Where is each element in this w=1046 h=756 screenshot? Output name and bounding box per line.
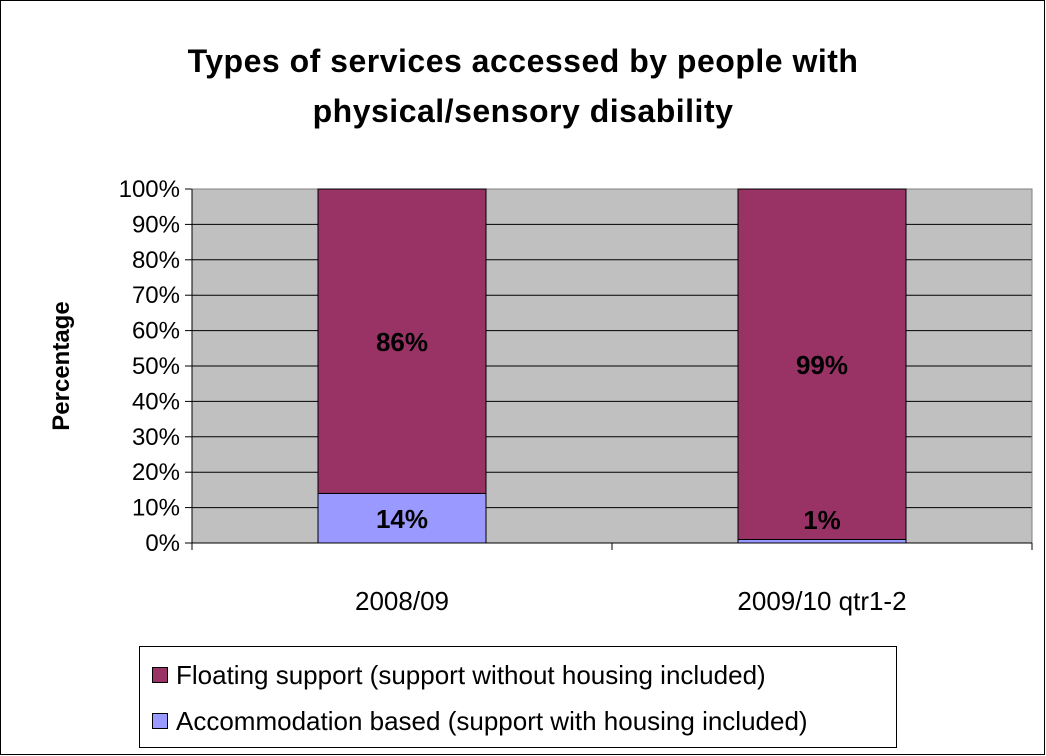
y-tick-label: 30% [132,424,180,451]
legend-swatch-floating-support [152,667,168,683]
bar-segment [317,188,487,494]
y-tick-label: 0% [145,530,180,557]
y-tick-label: 100% [119,176,180,203]
y-tick-label: 60% [132,318,180,345]
legend-swatch-accommodation-based [152,713,168,729]
y-tick-label: 80% [132,247,180,274]
chart-title-line-1: Types of services accessed by people wit… [187,43,859,79]
data-label: 14% [376,504,428,534]
legend-label-floating-support: Floating support (support without housin… [176,659,766,690]
y-tick-label: 50% [132,353,180,380]
data-label: 86% [376,327,428,357]
y-tick-label: 20% [132,459,180,486]
legend: Floating support (support without housin… [139,646,897,748]
legend-label-accommodation-based: Accommodation based (support with housin… [176,705,808,736]
y-tick-label: 40% [132,388,180,415]
x-category-label: 2009/10 qtr1-2 [737,586,906,616]
data-label: 99% [796,350,848,380]
bar-segment [317,492,487,544]
x-category-label: 2008/09 [355,586,449,616]
bar-segment [737,538,907,544]
legend-item-accommodation-based: Accommodation based (support with housin… [152,703,808,739]
y-tick-label: 70% [132,282,180,309]
y-tick-label: 90% [132,211,180,238]
data-label: 1% [803,505,841,535]
bar-chart: 0% 10% 20% 30% 40% 50% 60% 70% 80% 90% 100% 14% 86% 2… [119,176,1033,616]
chart-title: Types of services accessed by people wit… [0,36,1046,136]
chart-title-line-2: physical/sensory disability [312,93,734,129]
bar-segment [737,188,907,540]
y-tick-label: 10% [132,495,180,522]
legend-item-floating-support: Floating support (support without housin… [152,657,766,693]
